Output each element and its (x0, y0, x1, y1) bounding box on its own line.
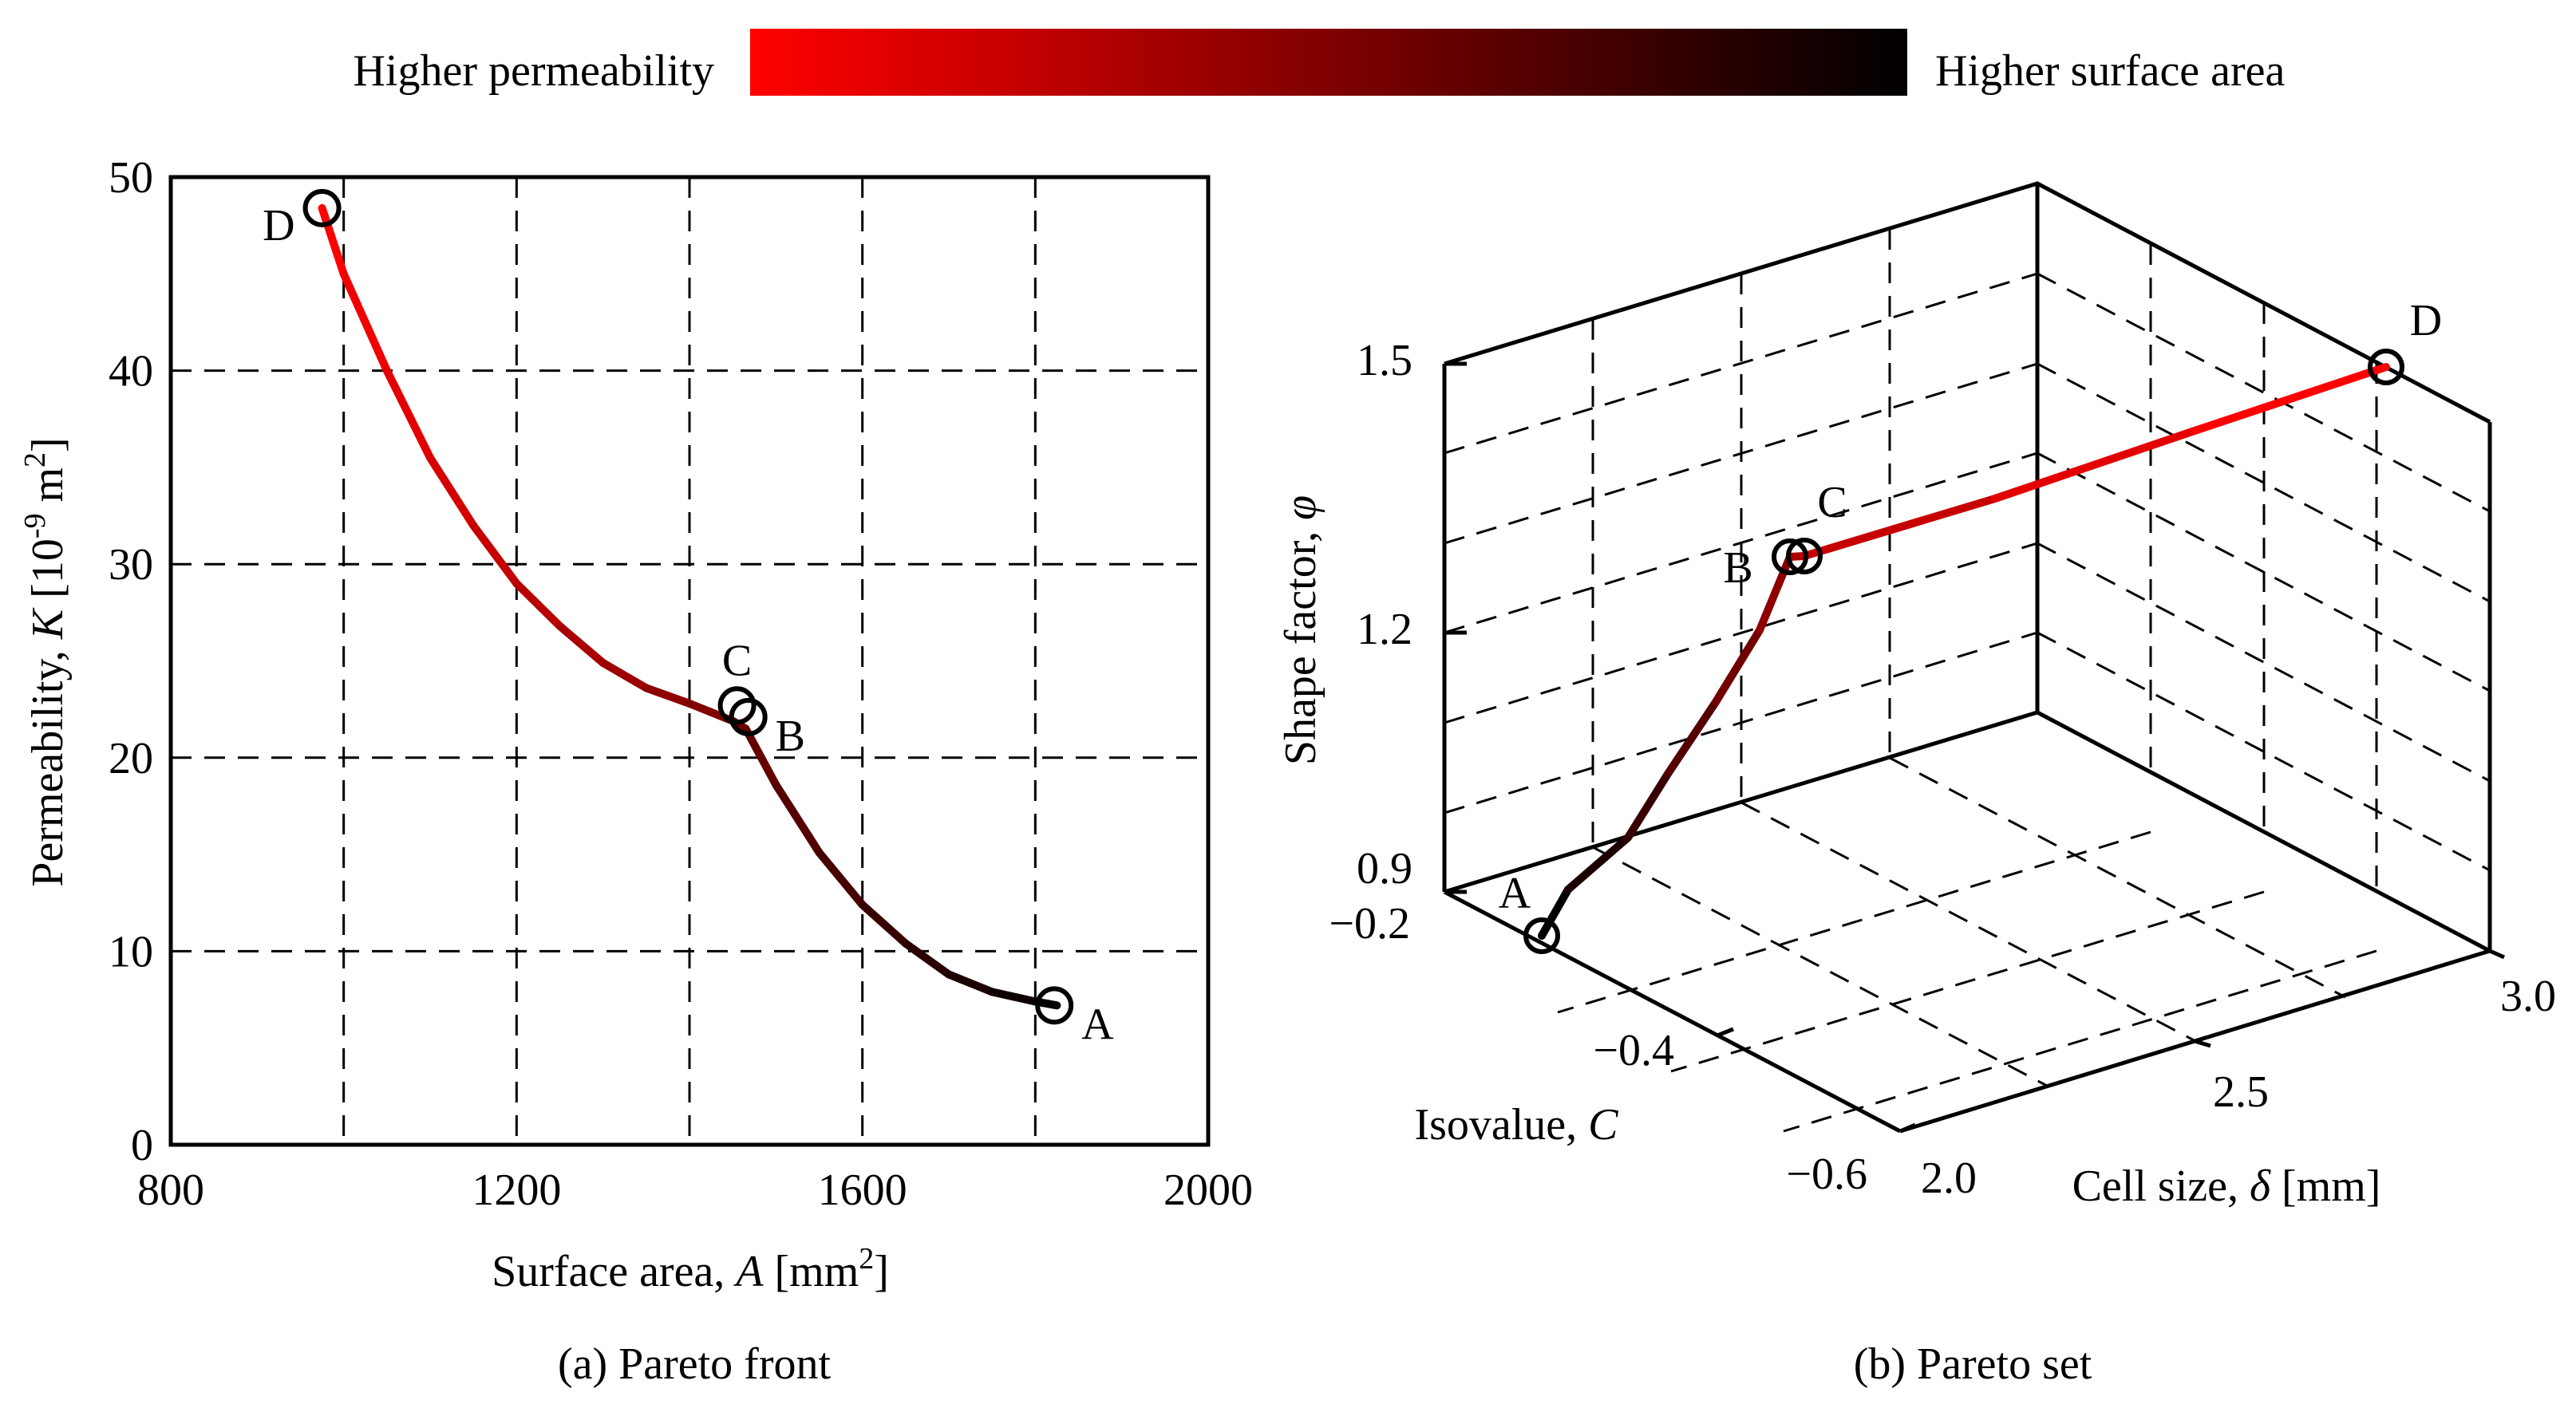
colorbar: Higher permeability Higher surface area (353, 29, 2286, 96)
point-d-label: D (2410, 296, 2442, 345)
z-tick-labels: 1.5 1.2 0.9 (1357, 336, 1412, 893)
curve-segment (339, 270, 391, 375)
curve-segment (1712, 626, 1764, 706)
grid-lines-3d (1444, 229, 2491, 1133)
curve-segment (945, 970, 997, 996)
curve-segment (988, 988, 1040, 1006)
curve-segment (426, 453, 478, 530)
z-tick-label: 1.5 (1357, 336, 1412, 385)
y-tick-label: −0.4 (1593, 1026, 1674, 1075)
point-b-marker (729, 697, 768, 736)
curve-segment (2191, 363, 2390, 435)
z-tick-label: 0.9 (1357, 844, 1412, 893)
point-a-marker (1523, 917, 1560, 954)
curve-segment (815, 848, 867, 909)
point-b-label: B (1723, 543, 1752, 593)
y-tick-label: 0 (131, 1121, 153, 1170)
curve-segment (469, 521, 521, 588)
curve-segment (599, 658, 650, 692)
chart-a-caption: (a) Pareto front (558, 1339, 832, 1389)
x-axis-label-3d: Cell size, δ [mm] (2072, 1162, 2381, 1211)
pareto-front-chart: D CB A 800 1200 1600 2000 0 10 20 30 40 50 Surface… (18, 153, 1253, 1389)
curve-segment (1564, 834, 1632, 893)
colorbar-left-label: Higher permeability (353, 46, 714, 96)
x-tick-label: 2000 (1164, 1165, 1253, 1215)
curve-segment (1756, 553, 1794, 634)
point-c-label: C (1817, 478, 1847, 527)
x-tick-label: 800 (137, 1165, 204, 1215)
point-a-label: A (1499, 869, 1531, 918)
curve-segment (1800, 495, 1999, 560)
point-d-marker (302, 188, 342, 227)
curve-segment (1538, 885, 1572, 940)
chart-b-caption: (b) Pareto set (1854, 1339, 2092, 1389)
colorbar-right-label: Higher surface area (1935, 46, 2286, 96)
curve-segment (1664, 698, 1720, 778)
y-tick-label: 40 (109, 347, 153, 396)
pareto-set-curve (1538, 363, 2390, 940)
y-tick-label: 30 (109, 540, 153, 590)
point-c-marker (1786, 538, 1823, 574)
axes-box-3d (1442, 181, 2492, 1134)
z-axis-label: Shape factor, φ (1276, 495, 1326, 765)
grid-lines (171, 177, 1208, 1145)
point-c-label: C (722, 636, 752, 685)
point-a-marker (1035, 986, 1074, 1025)
y-tick-label: 50 (109, 153, 153, 203)
pareto-set-points (1523, 349, 2404, 954)
point-c-marker (717, 686, 757, 725)
pareto-points: D CB A (263, 188, 1114, 1049)
plot-frame (168, 175, 1211, 1147)
curve-segment (512, 579, 564, 630)
pareto-set-chart: A B C D 1.5 1.2 0.9 −0.2 −0.4 −0.6 2.0 2… (1276, 181, 2556, 1389)
curve-segment (858, 901, 910, 948)
z-tick-label: 1.2 (1357, 605, 1412, 654)
y-tick-label: −0.2 (1329, 899, 1410, 949)
curve-segment (1991, 427, 2199, 503)
x-tick-labels: 800 1200 1600 2000 (137, 1165, 1253, 1215)
x-tick-label: 2.0 (1921, 1154, 1977, 1203)
point-d-marker (2368, 349, 2404, 385)
point-d-label: D (263, 201, 294, 250)
y-tick-labels: 0 10 20 30 40 50 (109, 153, 153, 1170)
point-b-label: B (776, 712, 805, 761)
curve-segment (318, 203, 348, 278)
pareto-set-point-labels: A B C D (1499, 296, 2442, 918)
curve-segment (382, 366, 434, 462)
curve-segment (772, 780, 824, 857)
y-tick-label: 20 (109, 734, 153, 783)
curve-segment (741, 724, 780, 789)
colorbar-gradient (750, 29, 1907, 96)
curve-segment (642, 684, 693, 708)
y-axis-label-3d: Isovalue, C (1414, 1100, 1618, 1150)
point-a-label: A (1081, 1000, 1114, 1049)
x-axis-label: Surface area, A [mm2] (492, 1242, 889, 1296)
x-tick-labels-3d: 2.0 2.5 3.0 (1921, 972, 2556, 1203)
x-tick-label: 3.0 (2500, 972, 2556, 1021)
y-tick-label: −0.6 (1786, 1150, 1867, 1199)
curve-segment (555, 621, 607, 667)
y-tick-labels-3d: −0.2 −0.4 −0.6 (1329, 899, 1867, 1199)
pareto-front-curve (318, 203, 1061, 1010)
x-tick-label: 2.5 (2213, 1067, 2269, 1117)
axis-ticks-3d (1444, 361, 2506, 1134)
x-tick-label: 1600 (818, 1165, 907, 1215)
y-tick-label: 10 (109, 927, 153, 976)
y-axis-label: Permeability, K [10-9 m2] (18, 437, 73, 886)
point-b-marker (1772, 538, 1808, 575)
curve-segment (1624, 770, 1672, 842)
curve-segment (901, 939, 953, 979)
x-tick-label: 1200 (472, 1165, 561, 1215)
